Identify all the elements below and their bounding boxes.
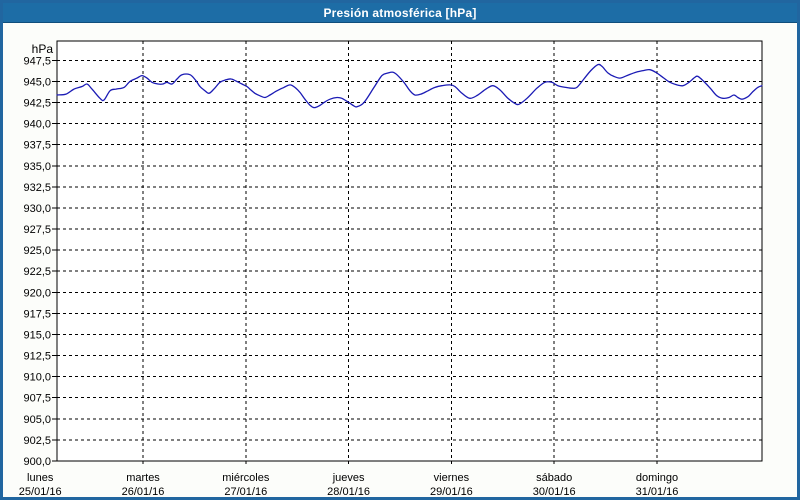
x-day-date: 26/01/16 [122,486,165,497]
x-day-date: 25/01/16 [19,486,62,497]
x-day-date: 29/01/16 [430,486,473,497]
title-bar: Presión atmosférica [hPa] [3,3,797,23]
y-axis-unit-label: hPa [32,42,54,56]
y-tick-label: 947,5 [23,55,51,67]
x-day-name: miércoles [222,472,270,484]
x-day-name: sábado [536,472,572,484]
y-tick-label: 917,5 [23,308,51,320]
y-tick-label: 915,0 [23,329,51,341]
y-tick-label: 932,5 [23,182,51,194]
y-tick-label: 940,0 [23,119,51,131]
pressure-line [56,63,763,109]
y-tick-label: 900,0 [23,456,51,468]
y-tick-label: 930,0 [23,203,51,215]
x-day-name: domingo [636,472,678,484]
plot-area [56,40,763,462]
y-tick-label: 910,0 [23,372,51,384]
y-tick-label: 935,0 [23,161,51,173]
y-tick-label: 920,0 [23,287,51,299]
x-day-date: 28/01/16 [327,486,370,497]
x-day-date: 30/01/16 [533,486,576,497]
x-day-name: viernes [434,472,470,484]
pressure-chart: 947,5 945,0 942,5 940,0 937,5 935,0 932,5 930,0… [19,40,763,497]
y-tick-label: 927,5 [23,224,51,236]
y-tick-label: 945,0 [23,76,51,88]
chart-title: Presión atmosférica [hPa] [323,5,477,20]
y-tick-label: 902,5 [23,435,51,447]
y-tick-label: 925,0 [23,245,51,257]
y-tick-label: 937,5 [23,140,51,152]
x-day-name: lunes [27,472,54,484]
y-tick-label: 905,0 [23,414,51,426]
y-tick-label: 907,5 [23,393,51,405]
x-day-name: jueves [332,472,365,484]
x-day-name: martes [126,472,160,484]
y-tick-label: 922,5 [23,266,51,278]
y-tick-label: 912,5 [23,351,51,363]
x-day-date: 27/01/16 [224,486,267,497]
x-day-date: 31/01/16 [636,486,679,497]
y-tick-label: 942,5 [23,98,51,110]
